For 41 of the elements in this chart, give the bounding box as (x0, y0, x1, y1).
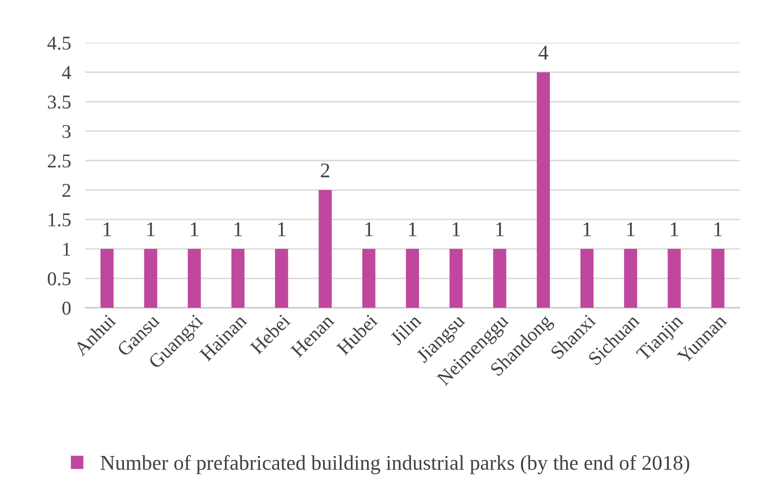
bar (231, 248, 244, 308)
y-tick-label: 3.5 (48, 96, 71, 109)
bar (624, 248, 638, 308)
data-label: 1 (409, 222, 416, 236)
data-label: 2 (320, 163, 330, 178)
bar (668, 248, 681, 308)
y-tick-label: 3 (62, 124, 71, 138)
data-label: 1 (234, 222, 242, 236)
data-label: 1 (190, 222, 198, 236)
data-label: 1 (365, 222, 373, 236)
data-label: 1 (714, 222, 722, 236)
y-tick-label: 4.5 (47, 36, 71, 50)
data-label: 1 (278, 222, 286, 236)
bar (450, 248, 463, 308)
bar (362, 248, 376, 308)
y-tick-label: 2.5 (48, 154, 71, 168)
y-tick-label: 0.5 (48, 272, 71, 286)
data-label: 1 (104, 222, 112, 236)
bar (493, 248, 506, 308)
bar (100, 248, 114, 308)
y-tick-label: 1.5 (48, 213, 71, 226)
data-label: 1 (496, 222, 504, 236)
data-label: 1 (627, 222, 635, 236)
bar (711, 248, 724, 308)
data-label: 4 (538, 46, 548, 60)
y-tick-label: 1 (63, 242, 70, 256)
y-tick-label: 2 (62, 184, 70, 197)
y-tick-label: 4 (62, 66, 72, 79)
data-label: 1 (670, 222, 678, 236)
bar (536, 72, 550, 308)
legend-label: Number of prefabricated building industrial parks (by the end of 2018) (100, 455, 690, 474)
bar (275, 248, 288, 308)
bar (188, 248, 201, 308)
data-label: 1 (584, 222, 591, 236)
data-label: 1 (147, 222, 155, 236)
bar (406, 248, 420, 308)
bar (580, 248, 594, 308)
bar (318, 190, 332, 308)
y-tick-label: 0 (62, 302, 71, 315)
data-label: 1 (452, 222, 460, 236)
bar (144, 248, 158, 308)
